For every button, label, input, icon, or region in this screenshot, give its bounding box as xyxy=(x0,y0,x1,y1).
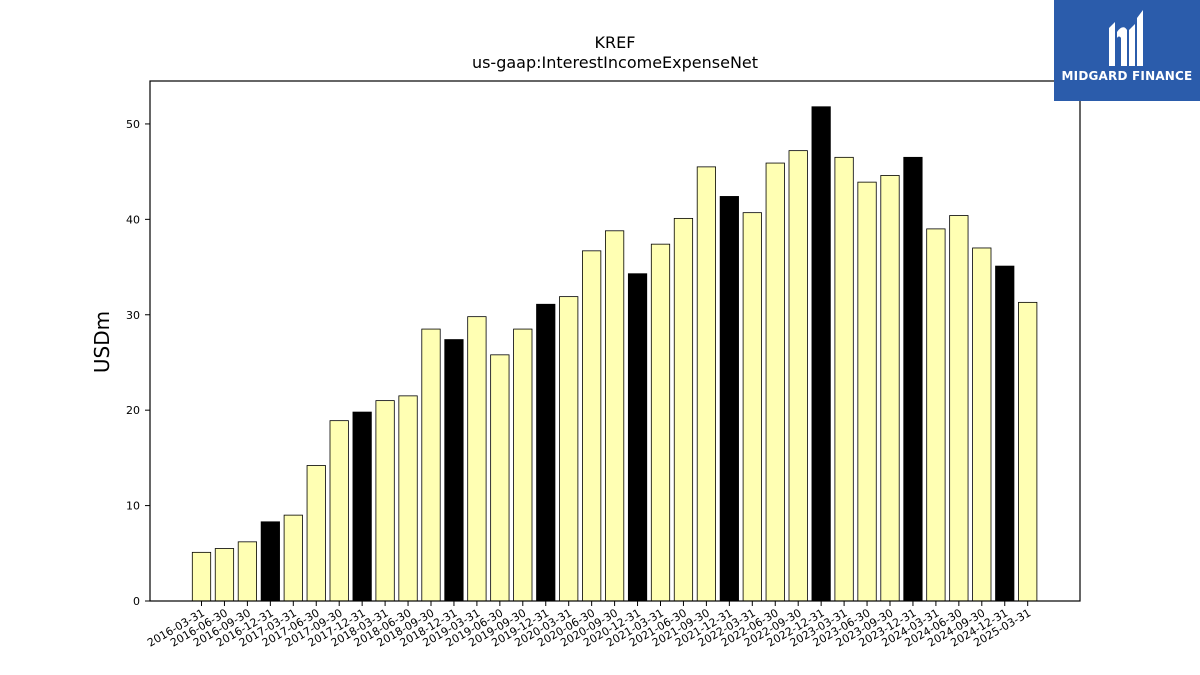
bar-2018-09-30 xyxy=(421,328,441,602)
brand-name: MIDGARD FINANCE xyxy=(1061,69,1193,83)
bars-group xyxy=(191,106,1038,602)
bar-2021-12-31 xyxy=(719,196,739,602)
bar-2016-09-30 xyxy=(237,541,257,602)
bar-2019-03-31 xyxy=(467,316,487,602)
bar-2019-06-30 xyxy=(490,354,510,602)
bar-2023-12-31 xyxy=(903,156,923,602)
bar-2022-06-30 xyxy=(765,162,785,602)
y-axis-label: USDm xyxy=(90,311,114,373)
bar-2023-09-30 xyxy=(880,175,900,602)
bar-2018-06-30 xyxy=(398,395,418,602)
y-tick-label: 0 xyxy=(133,595,140,608)
bar-2022-03-31 xyxy=(742,212,762,602)
bar-2024-06-30 xyxy=(949,215,969,602)
y-ticks-group: 0 10 20 30 40 50 xyxy=(126,118,150,608)
chart-subtitle: us-gaap:InterestIncomeExpenseNet xyxy=(472,53,758,72)
chart-title: KREF xyxy=(595,33,636,52)
y-tick-label: 40 xyxy=(126,213,140,226)
bar-2025-03-31 xyxy=(1018,301,1038,602)
bar-2019-09-30 xyxy=(513,328,533,602)
bar-2024-03-31 xyxy=(926,228,946,602)
bar-2018-12-31 xyxy=(444,339,464,602)
bar-2024-09-30 xyxy=(972,247,992,602)
bar-2020-06-30 xyxy=(582,250,602,602)
bar-2021-09-30 xyxy=(696,166,717,602)
bar-2022-09-30 xyxy=(788,150,808,602)
bar-2019-12-31 xyxy=(536,303,556,602)
bar-2023-06-30 xyxy=(857,181,877,602)
bar-2020-09-30 xyxy=(605,230,625,602)
bar-2021-03-31 xyxy=(650,243,671,602)
bar-2022-12-31 xyxy=(811,106,831,602)
bar-2016-06-30 xyxy=(214,548,235,602)
bar-2017-12-31 xyxy=(352,411,372,602)
y-tick-label: 50 xyxy=(126,118,140,131)
bar-2017-06-30 xyxy=(306,465,326,602)
y-tick-label: 20 xyxy=(126,404,140,417)
bar-2017-09-30 xyxy=(329,420,349,602)
bar-2020-12-31 xyxy=(627,273,648,602)
brand-logo: MIDGARD FINANCE xyxy=(1054,0,1200,101)
bar-2016-03-31 xyxy=(191,551,212,602)
bar-2021-06-30 xyxy=(673,217,694,602)
bar-2017-03-31 xyxy=(283,514,303,602)
bar-2018-03-31 xyxy=(375,400,395,602)
x-ticks-group: 2016-03-312016-06-302016-09-302016-12-31… xyxy=(145,601,1033,650)
plot-frame xyxy=(149,80,1081,602)
bar-2024-12-31 xyxy=(995,265,1015,602)
bar-2023-03-31 xyxy=(834,156,854,602)
bar-2020-03-31 xyxy=(559,296,579,602)
midgard-logo-icon xyxy=(1109,10,1143,66)
y-tick-label: 10 xyxy=(126,500,140,513)
bar-2016-12-31 xyxy=(260,521,280,602)
y-tick-label: 30 xyxy=(126,309,140,322)
